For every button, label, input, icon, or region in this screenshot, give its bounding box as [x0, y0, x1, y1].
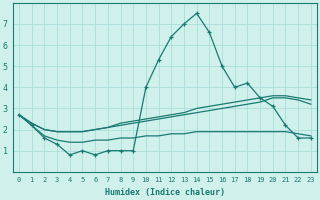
X-axis label: Humidex (Indice chaleur): Humidex (Indice chaleur) [105, 188, 225, 197]
